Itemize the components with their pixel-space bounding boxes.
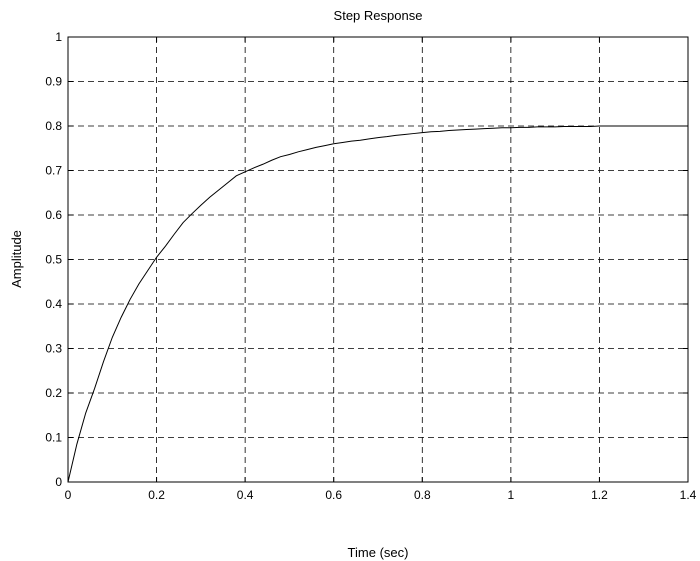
x-axis-label: Time (sec) [348, 545, 409, 560]
y-tick-label: 0.1 [45, 431, 62, 445]
y-axis-label: Amplitude [9, 230, 24, 288]
plot-area-border [67, 36, 689, 483]
y-tick-label: 0.9 [45, 75, 62, 89]
series-line [67, 125, 688, 483]
x-tick-label: 0.8 [414, 488, 431, 502]
x-tick-label: 0.6 [325, 488, 342, 502]
y-tick-label: 0.2 [45, 386, 62, 400]
y-tick-labels: 0 0.1 0.2 0.3 0.4 0.5 0.6 0.7 0.8 0.9 1 [45, 30, 62, 489]
y-tick-label: 0.5 [45, 253, 62, 267]
x-tick-labels: 0 0.2 0.4 0.6 0.8 1 1.2 1.4 [65, 488, 697, 502]
y-tick-label: 0.3 [45, 342, 62, 356]
y-tick-label: 0.7 [45, 164, 62, 178]
x-tick-label: 0.4 [237, 488, 254, 502]
y-tick-label: 0 [55, 475, 62, 489]
y-tick-label: 1 [55, 30, 62, 44]
y-tick-label: 0.6 [45, 208, 62, 222]
y-tick-label: 0.4 [45, 297, 62, 311]
x-tick-label: 1.2 [591, 488, 608, 502]
x-tick-label: 0.2 [148, 488, 165, 502]
y-tick-label: 0.8 [45, 119, 62, 133]
x-tick-label: 0 [65, 488, 72, 502]
x-tick-label: 1.4 [680, 488, 697, 502]
grid-lines [68, 37, 688, 482]
x-tick-label: 1 [508, 488, 515, 502]
chart-title: Step Response [334, 8, 423, 23]
